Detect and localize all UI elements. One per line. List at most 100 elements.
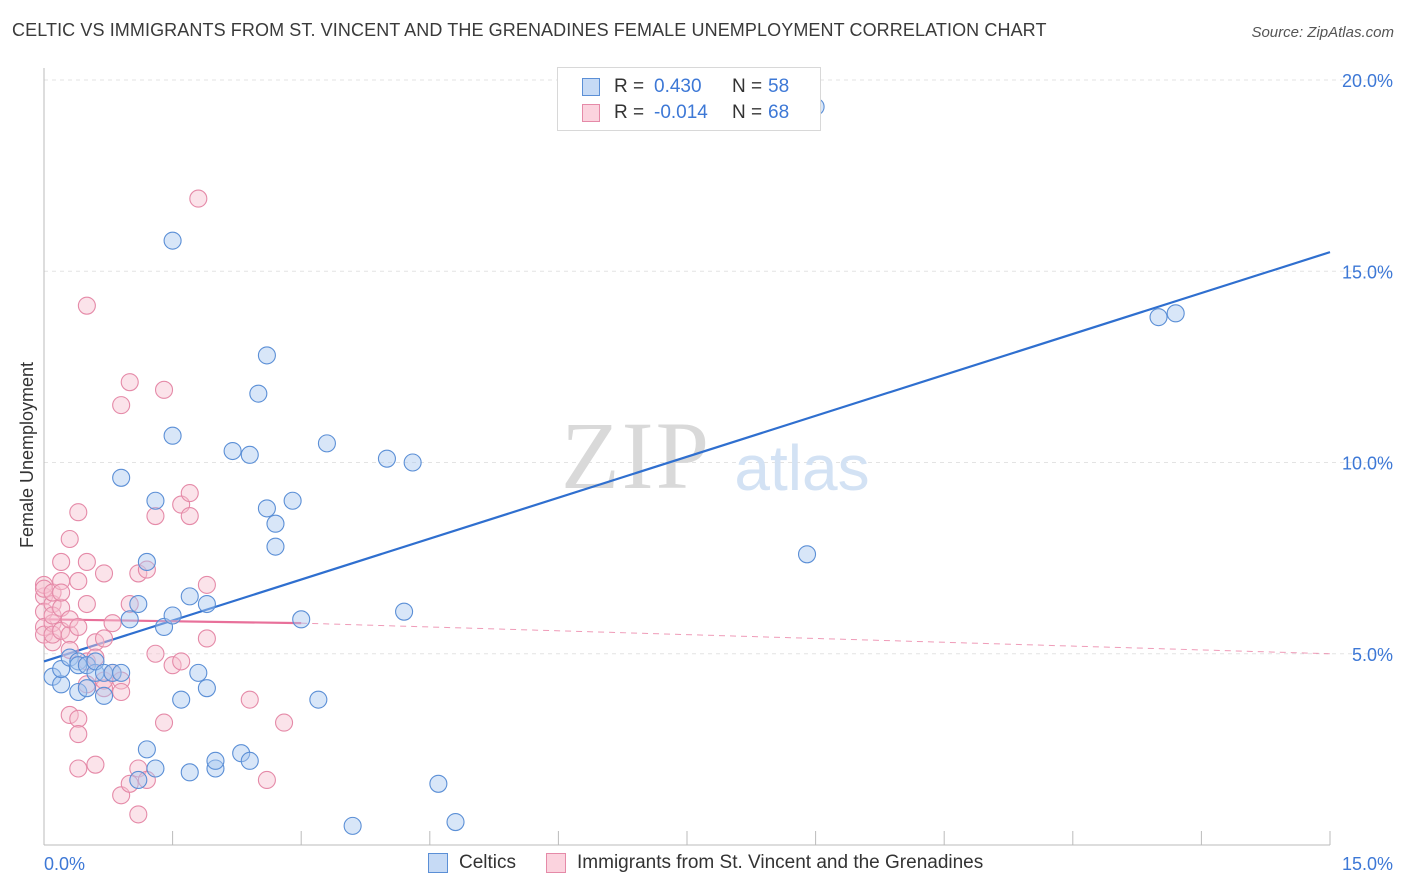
celtics-point <box>395 602 414 621</box>
celtics-point <box>240 445 259 464</box>
legend-swatch-immigrants <box>582 104 600 122</box>
legend-r-value: 0.430 <box>654 76 702 97</box>
celtics-point <box>283 491 302 510</box>
celtics-point <box>180 763 199 782</box>
immigrants-point <box>34 579 54 598</box>
correlation-legend: R = 0.430 N = 58 R = -0.014 N = 68 <box>557 67 821 131</box>
celtics-point <box>257 499 276 518</box>
celtics-point <box>163 231 182 250</box>
celtics-point <box>1149 308 1168 327</box>
celtics-point <box>129 594 148 614</box>
legend-row-celtics: R = 0.430 N = 58 <box>582 75 789 99</box>
celtics-point <box>309 690 328 709</box>
celtics-point <box>146 759 165 778</box>
y-tick-label: 20.0% <box>1342 71 1393 91</box>
celtics-point <box>137 552 156 572</box>
legend-r-label: R = <box>614 102 645 123</box>
series-legend: Celtics Immigrants from St. Vincent and … <box>428 852 1013 874</box>
celtics-point <box>240 751 259 770</box>
immigrants-point <box>197 575 216 594</box>
immigrants-point <box>129 805 148 824</box>
immigrants-point <box>257 770 276 790</box>
immigrants-point <box>77 552 96 572</box>
immigrants-point <box>189 189 208 208</box>
celtics-point <box>94 686 114 705</box>
y-tick-label: 15.0% <box>1342 262 1393 282</box>
legend-r-label: R = <box>614 76 645 97</box>
immigrants-point <box>77 594 96 614</box>
y-axis-label: Female Unemployment <box>17 362 37 548</box>
immigrants-point <box>94 564 114 583</box>
celtics-point <box>266 537 285 556</box>
immigrants-trend-line <box>43 618 302 625</box>
series-label-immigrants: Immigrants from St. Vincent and the Gren… <box>577 852 984 873</box>
immigrants-point <box>197 629 216 648</box>
immigrants-point <box>120 774 139 793</box>
immigrants-point <box>120 373 139 392</box>
x-tick-label: 15.0% <box>1342 854 1393 874</box>
immigrants-point <box>275 713 294 732</box>
immigrants-point <box>60 529 79 549</box>
immigrants-point <box>86 755 105 774</box>
immigrants-point <box>146 644 165 663</box>
celtics-point <box>223 441 242 461</box>
immigrants-point <box>69 725 88 744</box>
watermark-zip: ZIP <box>561 402 711 509</box>
celtics-point <box>249 384 268 403</box>
celtics-point <box>317 434 336 453</box>
celtics-point <box>77 679 96 698</box>
tick-labels: 5.0% 10.0% 15.0% 20.0% 0.0% 15.0% <box>44 71 1393 874</box>
celtics-trend-line <box>43 251 1331 663</box>
watermark: ZIP atlas <box>561 402 870 509</box>
celtics-point <box>172 690 191 709</box>
celtics-point <box>343 816 362 835</box>
celtics-point <box>137 740 156 759</box>
axes <box>43 68 1331 846</box>
source-label: Source: ZipAtlas.com <box>1251 24 1394 41</box>
celtics-point <box>257 346 276 365</box>
immigrants-point <box>52 552 71 572</box>
immigrants-point <box>69 572 88 591</box>
celtics-point <box>52 675 71 694</box>
y-tick-label: 5.0% <box>1352 645 1393 665</box>
celtics-point <box>1166 304 1185 323</box>
series-legend-item-immigrants: Immigrants from St. Vincent and the Gren… <box>546 852 983 874</box>
series-legend-item-celtics: Celtics <box>428 852 516 874</box>
celtics-point <box>429 774 448 793</box>
celtics-point <box>163 606 182 625</box>
legend-swatch-celtics <box>582 78 600 96</box>
immigrants-point <box>112 396 131 415</box>
legend-row-immigrants: R = -0.014 N = 68 <box>582 101 789 125</box>
series-label-celtics: Celtics <box>459 852 517 873</box>
trend-lines <box>43 251 1331 663</box>
immigrants-point <box>69 759 88 778</box>
celtics-point <box>797 545 817 564</box>
immigrants-point <box>163 656 182 675</box>
immigrants-point <box>172 652 191 671</box>
grid-lines <box>44 79 1395 655</box>
celtics-point <box>120 610 139 629</box>
immigrants-point <box>69 709 88 728</box>
immigrants-point <box>69 503 88 522</box>
immigrants-point <box>137 560 156 579</box>
series-swatch-immigrants <box>546 853 567 873</box>
celtics-point <box>206 759 225 778</box>
y-tick-label: 10.0% <box>1342 454 1393 474</box>
celtics-point <box>163 426 182 445</box>
celtics-point <box>446 812 465 832</box>
celtics-point <box>146 491 165 510</box>
celtics-point <box>292 610 311 629</box>
legend-r-value: -0.014 <box>654 102 708 123</box>
celtics-point <box>69 682 88 702</box>
celtics-point <box>206 751 225 770</box>
celtics-point <box>189 663 208 682</box>
immigrants-point <box>94 629 114 648</box>
immigrants-point <box>69 617 88 637</box>
celtics-point <box>129 770 148 790</box>
immigrants-point <box>86 633 105 652</box>
immigrants-trend-line-dashed <box>301 622 1331 655</box>
immigrants-point <box>154 713 174 732</box>
chart-title: CELTIC VS IMMIGRANTS FROM ST. VINCENT AN… <box>12 20 1047 40</box>
legend-n-value: 68 <box>768 102 790 123</box>
